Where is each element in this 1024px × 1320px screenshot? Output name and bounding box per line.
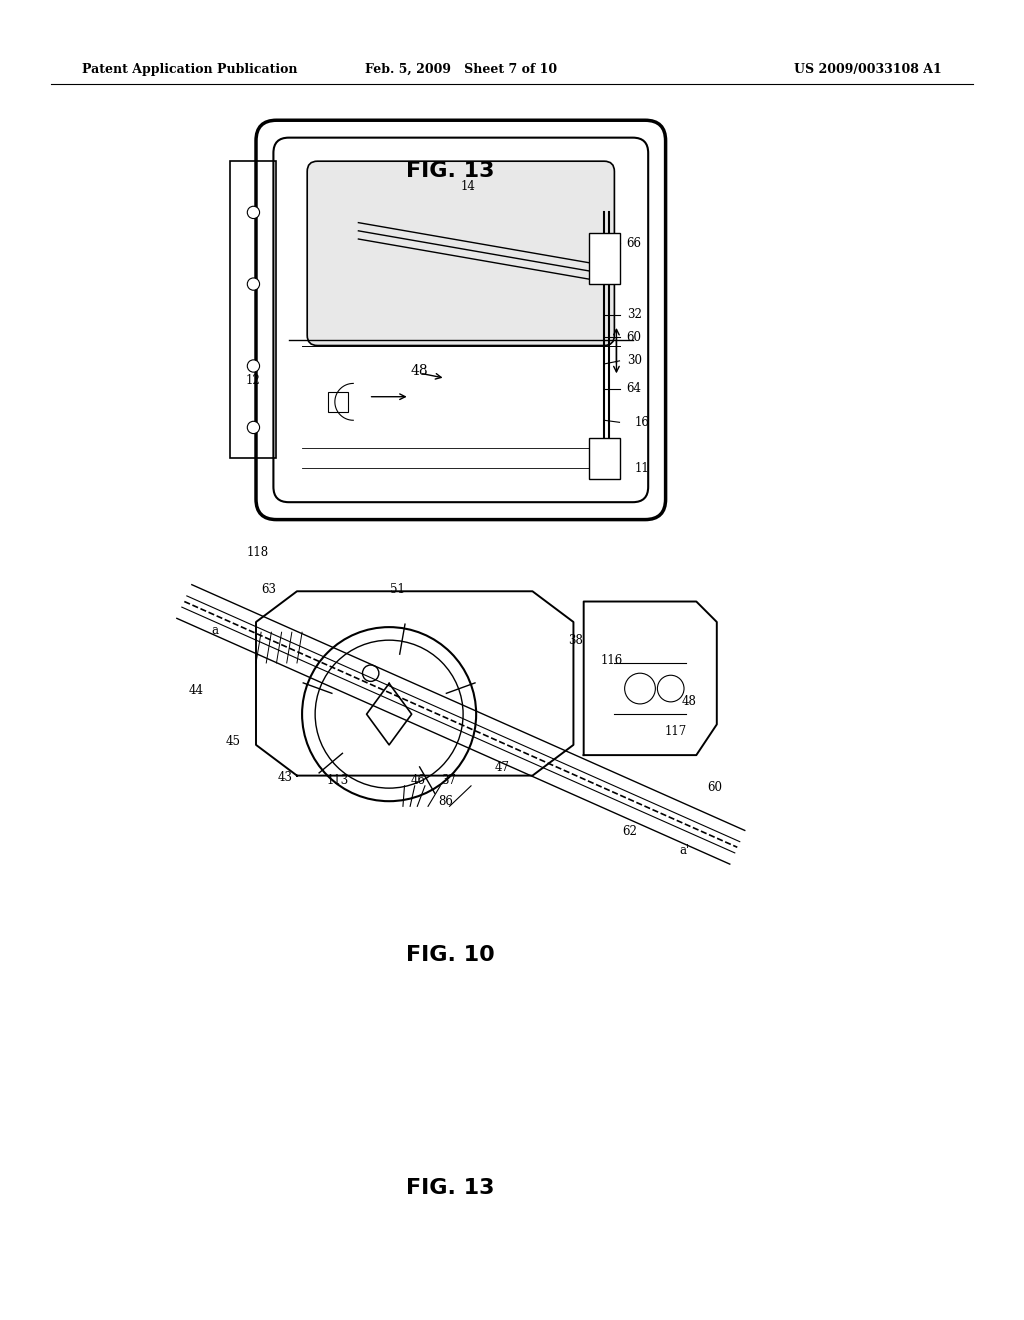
Text: FIG. 13: FIG. 13 bbox=[407, 161, 495, 181]
Text: US 2009/0033108 A1: US 2009/0033108 A1 bbox=[795, 62, 942, 75]
Text: 47: 47 bbox=[495, 760, 509, 774]
FancyBboxPatch shape bbox=[230, 161, 276, 458]
Text: 43: 43 bbox=[278, 771, 292, 784]
Text: 113: 113 bbox=[327, 775, 349, 787]
Text: 117: 117 bbox=[665, 725, 687, 738]
Text: 118: 118 bbox=[247, 546, 269, 558]
Text: 48: 48 bbox=[411, 364, 429, 378]
Text: Patent Application Publication: Patent Application Publication bbox=[82, 62, 297, 75]
Text: 12: 12 bbox=[246, 374, 260, 387]
Text: 37: 37 bbox=[441, 775, 456, 787]
Text: 63: 63 bbox=[261, 582, 275, 595]
Text: 51: 51 bbox=[390, 582, 404, 595]
Text: 38: 38 bbox=[568, 634, 583, 647]
Text: 66: 66 bbox=[627, 236, 642, 249]
Text: 60: 60 bbox=[708, 781, 722, 795]
Text: 62: 62 bbox=[623, 825, 637, 838]
Text: a': a' bbox=[679, 843, 689, 857]
Circle shape bbox=[248, 206, 260, 219]
Text: 45: 45 bbox=[226, 735, 241, 748]
Circle shape bbox=[248, 421, 260, 433]
Text: 116: 116 bbox=[600, 655, 623, 668]
Text: 64: 64 bbox=[627, 381, 642, 395]
Text: 30: 30 bbox=[627, 354, 642, 367]
Text: 32: 32 bbox=[627, 309, 642, 321]
Text: 48: 48 bbox=[682, 696, 696, 709]
Text: 60: 60 bbox=[627, 331, 642, 343]
Bar bbox=[589, 438, 620, 479]
Text: 14: 14 bbox=[461, 181, 476, 193]
Text: FIG. 10: FIG. 10 bbox=[407, 945, 495, 965]
FancyBboxPatch shape bbox=[307, 161, 614, 346]
Text: 86: 86 bbox=[438, 795, 453, 808]
Circle shape bbox=[248, 279, 260, 290]
Text: 44: 44 bbox=[189, 684, 204, 697]
Bar bbox=[328, 392, 348, 412]
Text: FIG. 13: FIG. 13 bbox=[407, 1177, 495, 1199]
Text: 46: 46 bbox=[411, 775, 425, 787]
Text: Feb. 5, 2009   Sheet 7 of 10: Feb. 5, 2009 Sheet 7 of 10 bbox=[365, 62, 557, 75]
Text: 11: 11 bbox=[635, 462, 649, 475]
Text: a: a bbox=[212, 623, 218, 636]
Bar bbox=[589, 232, 620, 284]
Text: 16: 16 bbox=[635, 416, 650, 429]
Circle shape bbox=[248, 360, 260, 372]
